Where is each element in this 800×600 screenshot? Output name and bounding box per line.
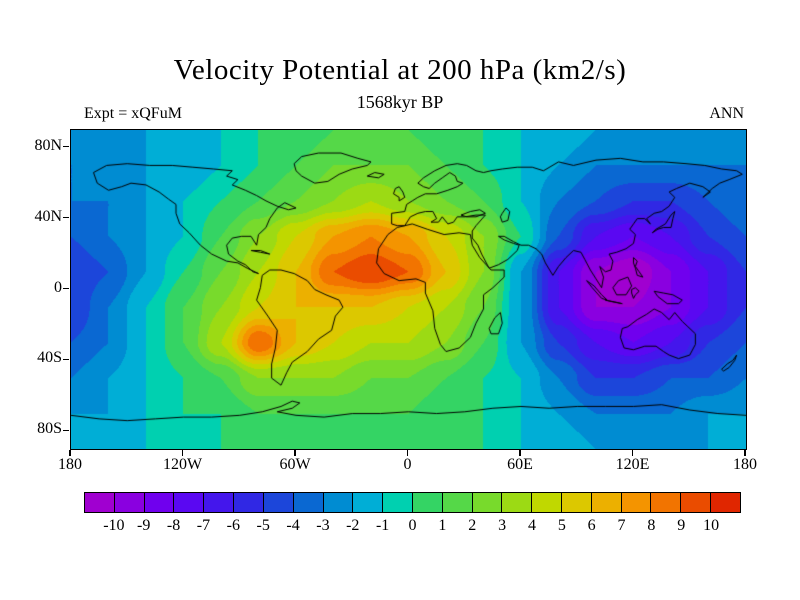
colorbar-cell xyxy=(471,492,503,513)
lon-axis-tick xyxy=(519,450,521,456)
colorbar-cell xyxy=(262,492,294,513)
colorbar-cell xyxy=(441,492,473,513)
colorbar-cell xyxy=(143,492,175,513)
colorbar-tick-label: -1 xyxy=(375,517,390,534)
colorbar-cell xyxy=(352,492,384,513)
colorbar-tick-label: -5 xyxy=(256,517,270,534)
lon-axis-tick xyxy=(744,450,746,456)
chart-subtitle: 1568kyr BP xyxy=(356,92,444,112)
colorbar-cell xyxy=(292,492,324,513)
colorbar-tick-label: 6 xyxy=(587,517,596,534)
colorbar-tick-label: 5 xyxy=(557,517,566,534)
colorbar-cell xyxy=(173,492,205,513)
colorbar-cell xyxy=(233,492,264,513)
colorbar-cell xyxy=(84,492,115,513)
lon-tick-label: 180 xyxy=(58,456,82,473)
chart-title: Velocity Potential at 200 hPa (km2/s) xyxy=(173,54,627,86)
colorbar-cell xyxy=(650,492,682,513)
colorbar-tick-label: -9 xyxy=(137,517,151,534)
colorbar-cell xyxy=(680,492,712,513)
lat-tick-label: 40S xyxy=(37,349,62,367)
colorbar-tick-label: -7 xyxy=(196,517,211,534)
colorbar-tick-label: 9 xyxy=(677,517,686,534)
lon-tick-label: 180 xyxy=(733,456,757,473)
lon-tick-label: 120E xyxy=(615,456,650,473)
colorbar-tick-label: -3 xyxy=(316,517,330,534)
colorbar-cell xyxy=(710,492,741,513)
season-label: ANN xyxy=(709,105,744,122)
lat-axis-tick xyxy=(63,145,69,148)
colorbar-tick-label: 2 xyxy=(468,517,477,534)
lon-axis-tick xyxy=(69,450,71,456)
lon-tick-label: 60E xyxy=(507,456,533,473)
lat-axis-tick xyxy=(63,287,69,290)
lat-tick-label: 80N xyxy=(34,136,62,154)
colorbar-cell xyxy=(411,492,443,513)
lat-axis-tick xyxy=(63,358,69,361)
lat-axis-tick xyxy=(63,429,69,432)
lon-tick-label: 0 xyxy=(403,456,412,473)
colorbar-tick-label: -6 xyxy=(226,517,240,534)
lon-axis-tick xyxy=(631,450,634,456)
colorbar-tick-label: 10 xyxy=(703,517,720,534)
colorbar-tick-label: 7 xyxy=(617,517,626,534)
colorbar-cell xyxy=(531,492,562,513)
colorbar-cell xyxy=(382,492,413,513)
colorbar-tick-label: 3 xyxy=(498,517,507,534)
colorbar-tick-label: -4 xyxy=(286,517,300,534)
colorbar-tick-label: -10 xyxy=(103,517,125,534)
colorbar-cell xyxy=(620,492,652,513)
colorbar-tick-label: -2 xyxy=(346,517,360,534)
colorbar-tick-label: 0 xyxy=(408,517,417,534)
lat-tick-label: 40N xyxy=(34,207,62,225)
colorbar-cell xyxy=(322,492,354,513)
colorbar-cell xyxy=(203,492,235,513)
colorbar xyxy=(84,492,741,513)
lat-tick-label: 80S xyxy=(37,420,62,438)
colorbar-cell xyxy=(561,492,592,513)
contour-map-canvas xyxy=(71,130,746,449)
lat-tick-label: 0 xyxy=(54,278,62,296)
colorbar-cell xyxy=(113,492,145,513)
map-plot-area xyxy=(70,129,747,450)
lon-tick-label: 120W xyxy=(162,456,203,473)
lon-tick-label: 60W xyxy=(279,456,311,473)
colorbar-tick-label: 8 xyxy=(647,517,656,534)
experiment-label: Expt = xQFuM xyxy=(84,105,182,122)
lon-axis-tick xyxy=(406,450,409,456)
colorbar-tick-label: -8 xyxy=(166,517,181,534)
lat-axis-tick xyxy=(63,216,69,219)
colorbar-cell xyxy=(501,492,533,513)
colorbar-tick-label: 1 xyxy=(438,517,447,534)
colorbar-cell xyxy=(590,492,622,513)
lon-axis-tick xyxy=(181,450,184,456)
colorbar-tick-label: 4 xyxy=(527,517,536,534)
lon-axis-tick xyxy=(294,450,296,456)
